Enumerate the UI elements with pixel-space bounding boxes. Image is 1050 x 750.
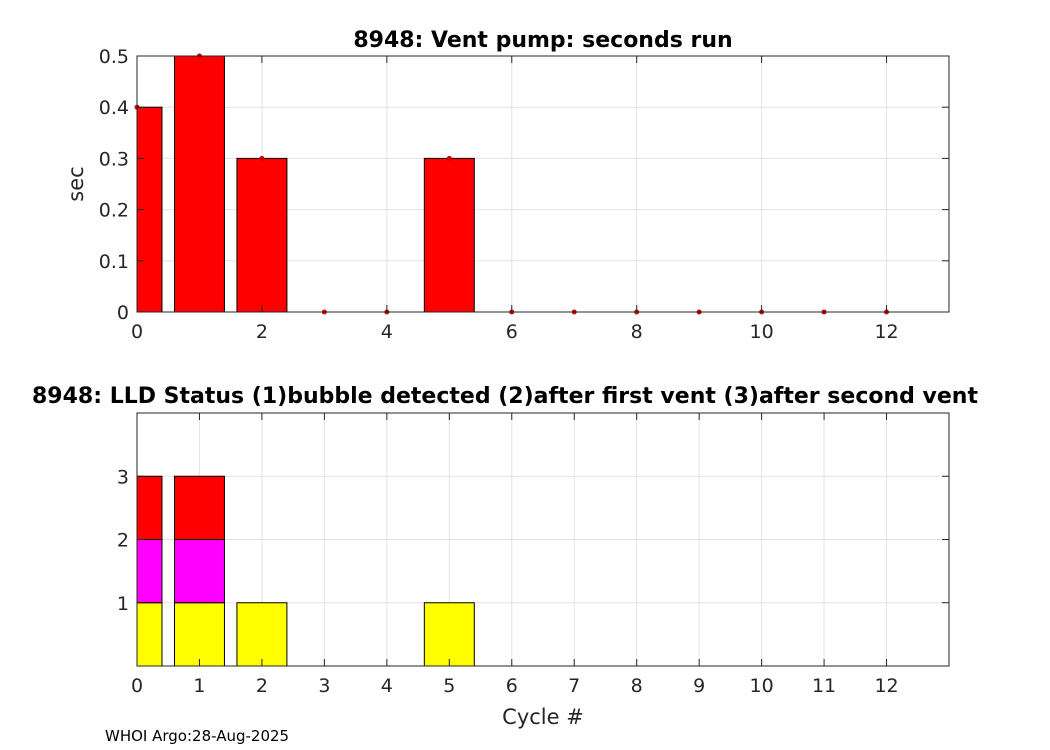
vent-pump-ticks: 0 2 4 6 8 10 12 0 0.1 0.2 0.3 0.4 0.5 (99, 46, 949, 343)
lld-status-x-axis-label: Cycle # (502, 705, 584, 729)
lld-status-segment-cycle-1-level-1 (173, 602, 225, 667)
footer-credit: WHOI Argo:28-Aug-2025 (105, 727, 289, 745)
lld-status-x-tick-label: 0 (131, 675, 143, 697)
lld-status-y-tick-label: 1 (117, 593, 129, 615)
vent-pump-panel: 0 2 4 6 8 10 12 0 0.1 0.2 0.3 0.4 0.5 8948: Vent pum… (64, 28, 950, 343)
vent-pump-bar-cycle-5 (423, 157, 475, 313)
lld-status-x-tick-label: 8 (631, 675, 643, 697)
lld-status-x-tick-label: 6 (506, 675, 518, 697)
vent-pump-y-tick-label: 0.2 (99, 200, 129, 222)
lld-status-x-tick-label: 7 (568, 675, 580, 697)
vent-pump-marker-cycle-2 (259, 155, 265, 161)
vent-pump-y-tick-label: 0.3 (99, 148, 129, 170)
lld-status-segment-cycle-1-level-3 (173, 475, 225, 540)
vent-pump-y-tick-label: 0.5 (99, 46, 129, 68)
lld-status-x-tick-label: 1 (193, 675, 205, 697)
lld-status-x-tick-label: 5 (443, 675, 455, 697)
lld-status-x-tick-label: 12 (874, 675, 898, 697)
vent-pump-x-tick-label: 6 (506, 321, 518, 343)
lld-status-x-tick-label: 2 (256, 675, 268, 697)
lld-status-x-tick-label: 3 (318, 675, 330, 697)
lld-status-x-tick-label: 9 (693, 675, 705, 697)
vent-pump-y-axis-label: sec (64, 166, 88, 201)
vent-pump-bar-cycle-2 (236, 157, 288, 313)
vent-pump-axes-box (136, 55, 950, 313)
vent-pump-bars (136, 55, 475, 313)
vent-pump-y-tick-label: 0 (117, 302, 129, 324)
vent-pump-x-tick-label: 10 (750, 321, 774, 343)
lld-status-segment-cycle-2-level-1 (236, 602, 288, 667)
lld-status-x-tick-label: 11 (812, 675, 836, 697)
vent-pump-y-tick-label: 0.4 (99, 97, 129, 119)
lld-status-title: 8948: LLD Status (1)bubble detected (2)a… (32, 384, 978, 409)
lld-status-x-tick-label: 4 (381, 675, 393, 697)
lld-status-x-tick-label: 10 (750, 675, 774, 697)
vent-pump-x-tick-label: 12 (874, 321, 898, 343)
lld-status-y-tick-label: 3 (117, 466, 129, 488)
vent-pump-x-tick-label: 0 (131, 321, 143, 343)
vent-pump-y-tick-label: 0.1 (99, 251, 129, 273)
lld-status-segment-cycle-0-level-3 (136, 475, 163, 540)
lld-status-segment-cycle-0-level-1 (136, 602, 163, 667)
vent-pump-x-tick-label: 2 (256, 321, 268, 343)
vent-pump-markers (134, 53, 890, 315)
lld-status-segment-cycle-0-level-2 (136, 539, 163, 604)
vent-pump-bar-cycle-1 (173, 55, 225, 313)
vent-pump-x-tick-label: 4 (381, 321, 393, 343)
lld-status-segment-cycle-1-level-2 (173, 539, 225, 604)
lld-status-segment-cycle-5-level-1 (423, 602, 475, 667)
vent-pump-x-tick-label: 8 (631, 321, 643, 343)
vent-pump-marker-cycle-5 (446, 155, 452, 161)
lld-status-y-tick-label: 2 (117, 530, 129, 552)
vent-pump-title: 8948: Vent pump: seconds run (353, 28, 732, 53)
